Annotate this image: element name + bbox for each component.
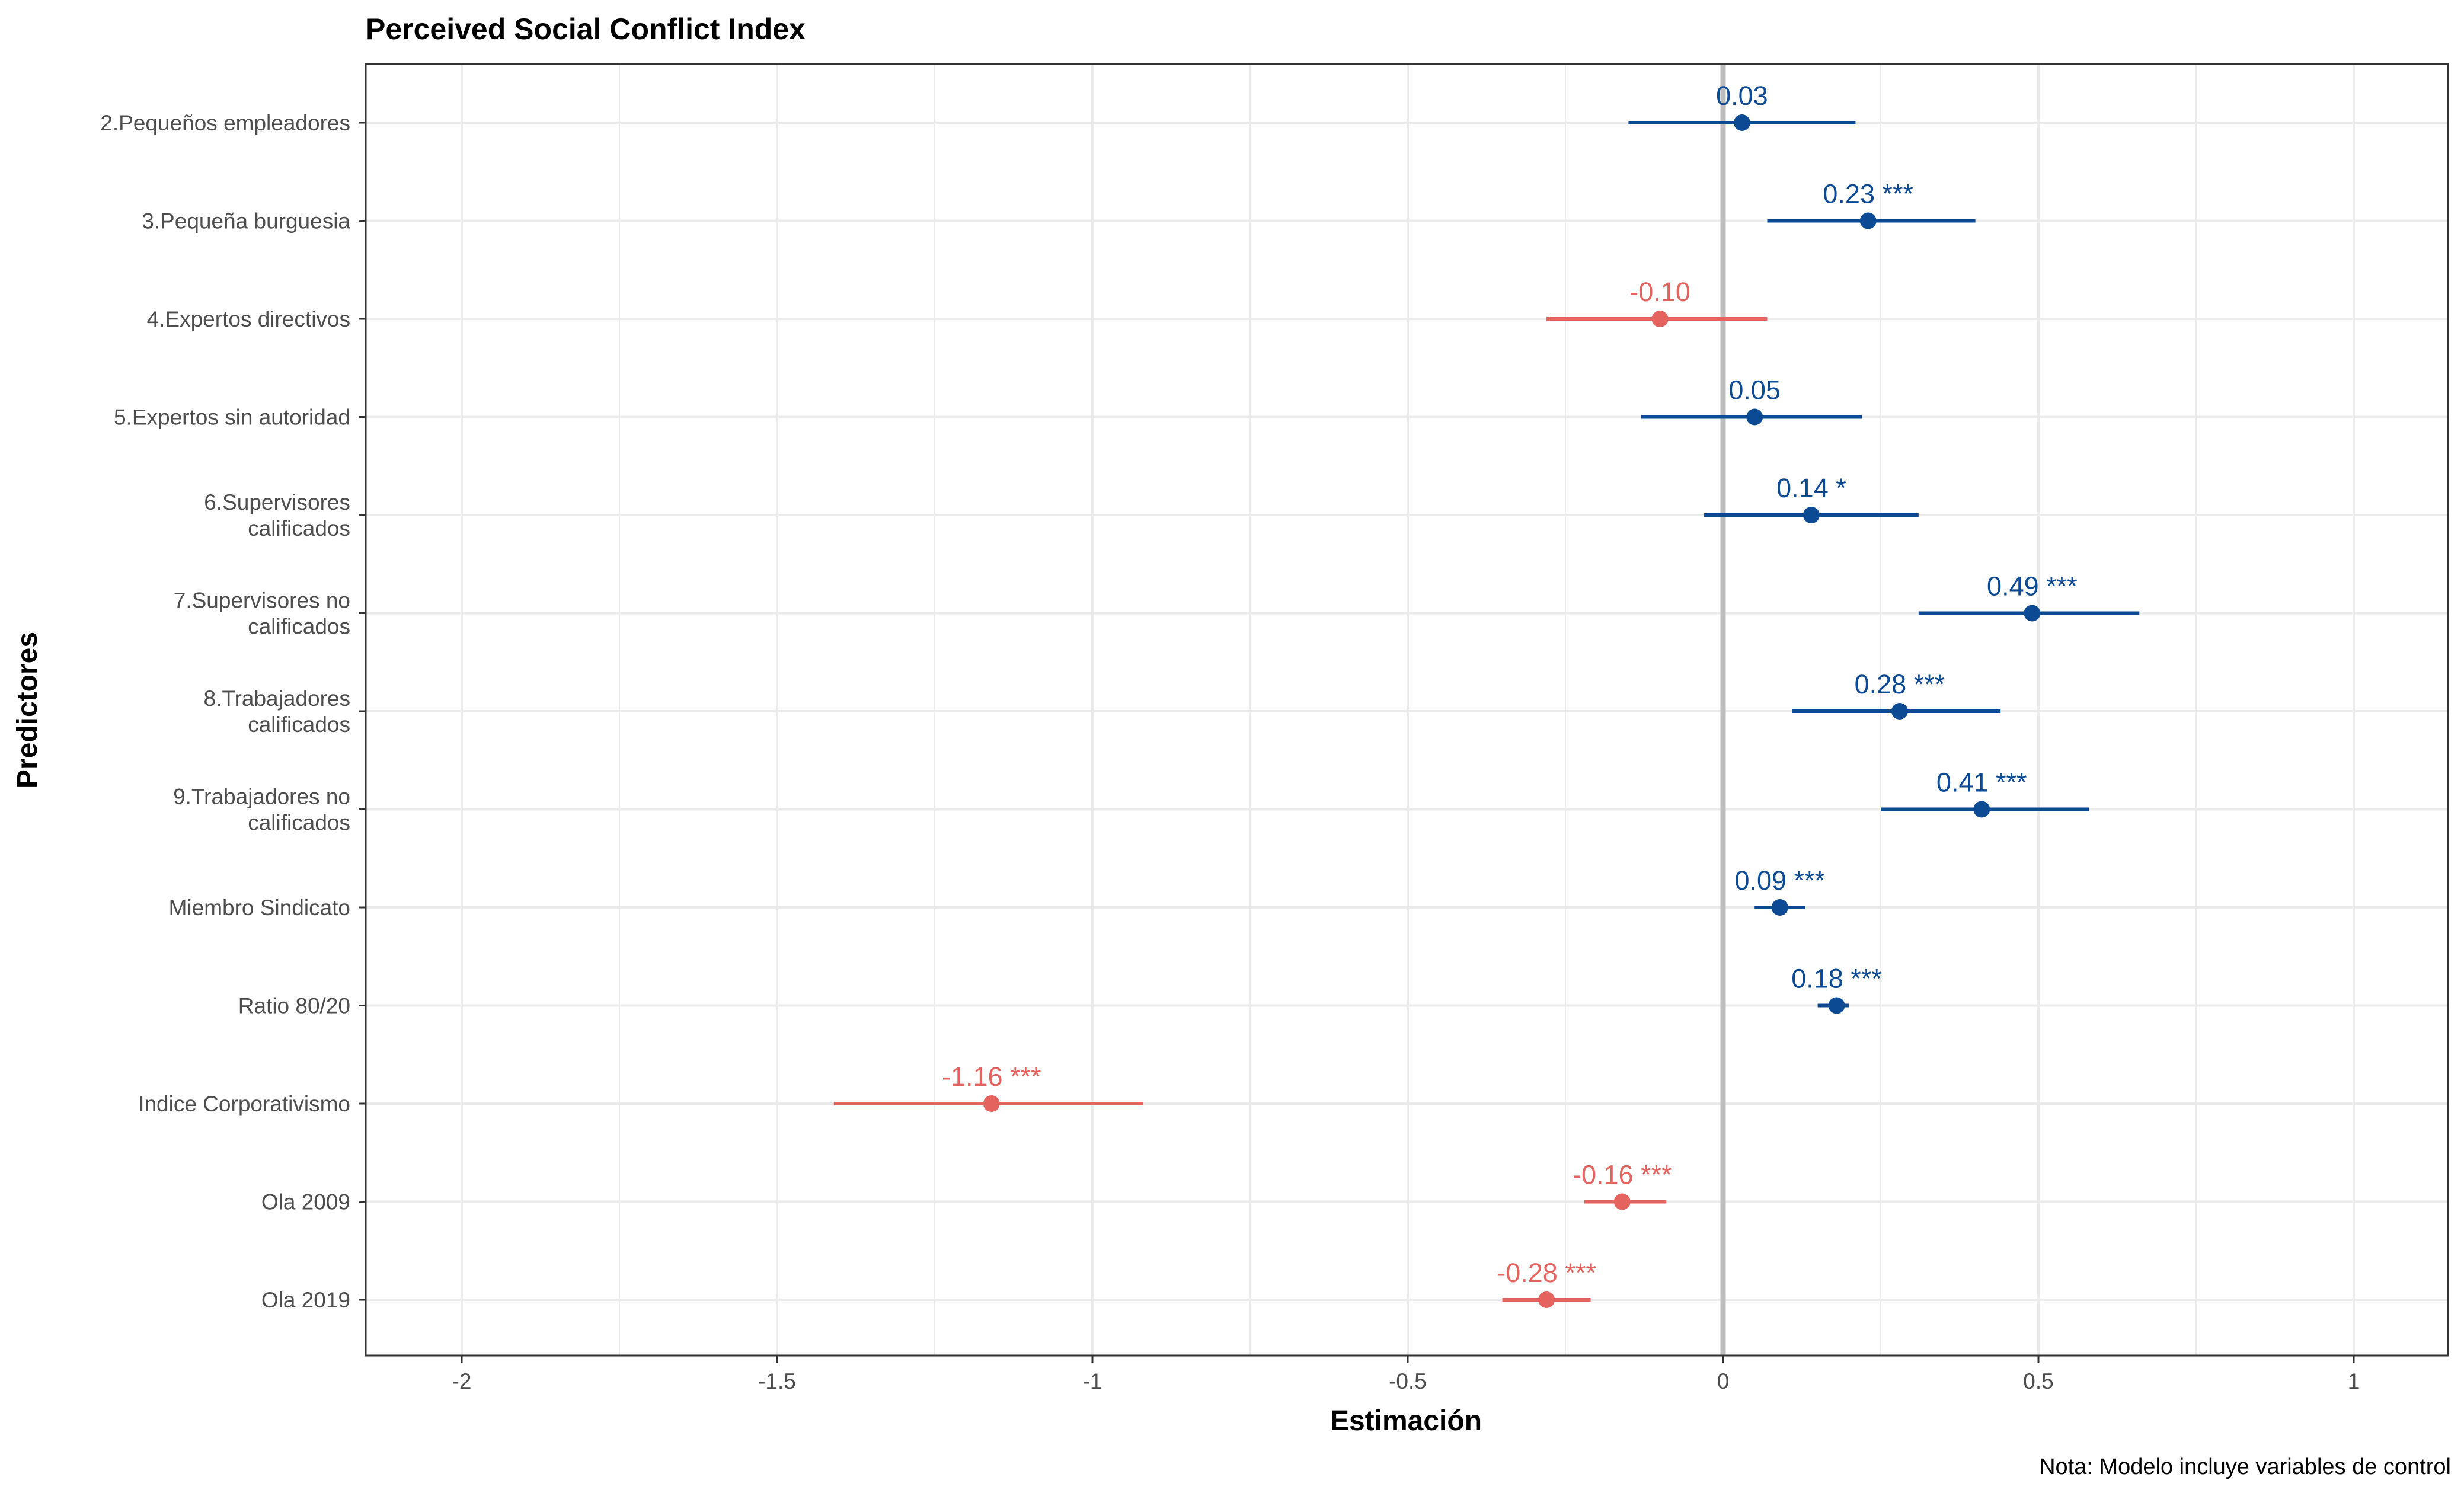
estimate-point xyxy=(1538,1291,1555,1308)
y-tick-label: 2.Pequeños empleadores xyxy=(100,111,350,135)
y-tick-label-line: 6.Supervisores xyxy=(204,490,350,514)
y-tick-label-line: Indice Corporativismo xyxy=(138,1092,350,1116)
estimate-label: -1.16 *** xyxy=(942,1062,1041,1092)
estimate-label: -0.28 *** xyxy=(1497,1258,1596,1288)
estimate-label: 0.49 *** xyxy=(1987,571,2078,602)
estimate-label: 0.09 *** xyxy=(1734,865,1825,896)
y-tick-label-line: calificados xyxy=(248,712,350,737)
x-tick-label: 0 xyxy=(1717,1369,1730,1393)
estimate-point xyxy=(1613,1193,1631,1210)
y-tick-label-line: 4.Expertos directivos xyxy=(147,307,350,331)
y-tick-label: 3.Pequeña burguesia xyxy=(142,209,350,234)
y-tick-label-line: 7.Supervisores no xyxy=(174,589,350,613)
x-tick-label: -0.5 xyxy=(1389,1369,1427,1393)
estimate-point xyxy=(2024,605,2041,622)
estimate-label: 0.18 *** xyxy=(1791,964,1882,994)
y-tick-label: 6.Supervisores calificados xyxy=(204,490,350,541)
estimate-label: 0.41 *** xyxy=(1936,768,2027,798)
y-tick-label: 7.Supervisores no calificados xyxy=(174,589,350,639)
y-tick-label: Ola 2009 xyxy=(261,1190,350,1214)
x-tick-label: -2 xyxy=(452,1369,472,1393)
y-axis-ticks: 2.Pequeños empleadores 3.Pequeña burguesi… xyxy=(100,111,366,1312)
estimate-label: 0.14 * xyxy=(1776,473,1846,503)
y-tick-label-line: Ratio 80/20 xyxy=(238,994,350,1018)
estimate-point xyxy=(1828,997,1845,1014)
x-tick-label: 1 xyxy=(2348,1369,2360,1393)
y-tick-label: Indice Corporativismo xyxy=(138,1092,350,1116)
y-tick-label-line: 2.Pequeños empleadores xyxy=(100,111,350,135)
y-tick-label-line: calificados xyxy=(248,615,350,639)
estimate-point xyxy=(1771,899,1788,916)
x-tick-label: 0.5 xyxy=(2023,1369,2053,1393)
estimate-points xyxy=(983,114,2041,1308)
y-tick-label: 4.Expertos directivos xyxy=(147,307,350,331)
estimate-label: 0.23 *** xyxy=(1823,179,1913,209)
chart-title: Perceived Social Conflict Index xyxy=(366,12,806,46)
y-tick-label-line: Ola 2009 xyxy=(261,1190,350,1214)
estimate-label: 0.03 xyxy=(1716,81,1768,111)
x-axis-title: Estimación xyxy=(1330,1405,1482,1437)
x-tick-label: -1.5 xyxy=(758,1369,796,1393)
y-axis-title: Predictores xyxy=(12,632,43,788)
y-tick-label-line: 8.Trabajadores xyxy=(204,686,351,711)
estimate-label: 0.05 xyxy=(1728,375,1781,405)
estimate-point xyxy=(1746,408,1763,426)
estimate-label: 0.28 *** xyxy=(1855,669,1945,699)
y-tick-label-line: 9.Trabajadores no xyxy=(173,785,350,809)
y-tick-label-line: Miembro Sindicato xyxy=(169,896,350,920)
y-tick-label: Miembro Sindicato xyxy=(169,896,350,920)
y-tick-label: 9.Trabajadores no calificados xyxy=(173,785,350,835)
estimate-label: -0.16 *** xyxy=(1573,1160,1672,1190)
estimate-point xyxy=(983,1095,1000,1112)
y-tick-label-line: calificados xyxy=(248,811,350,835)
x-axis-ticks: -2 -1.5 -1 -0.5 0 0.5 1 xyxy=(452,1355,2360,1393)
estimate-point xyxy=(1973,801,1990,818)
y-tick-label-line: calificados xyxy=(248,516,350,541)
chart-caption: Nota: Modelo incluye variables de contro… xyxy=(2039,1454,2451,1479)
y-tick-label-line: 5.Expertos sin autoridad xyxy=(114,405,350,430)
estimate-point xyxy=(1891,703,1908,720)
estimate-label: -0.10 xyxy=(1629,277,1690,307)
y-tick-label-line: Ola 2019 xyxy=(261,1288,350,1312)
estimate-point xyxy=(1651,311,1669,327)
grid-lines xyxy=(366,64,2448,1355)
estimate-point xyxy=(1859,212,1877,229)
estimate-labels: 0.03 0.23 *** -0.10 0.05 0.14 * 0.49 *** 0.28 … xyxy=(942,81,2078,1288)
y-tick-label: Ola 2019 xyxy=(261,1288,350,1312)
x-tick-label: -1 xyxy=(1083,1369,1102,1393)
y-tick-label: 5.Expertos sin autoridad xyxy=(114,405,350,430)
estimate-point xyxy=(1733,114,1750,131)
y-tick-label: 8.Trabajadores calificados xyxy=(204,686,351,737)
y-tick-label-line: 3.Pequeña burguesia xyxy=(142,209,350,234)
estimate-point xyxy=(1803,507,1820,523)
y-tick-label: Ratio 80/20 xyxy=(238,994,350,1018)
